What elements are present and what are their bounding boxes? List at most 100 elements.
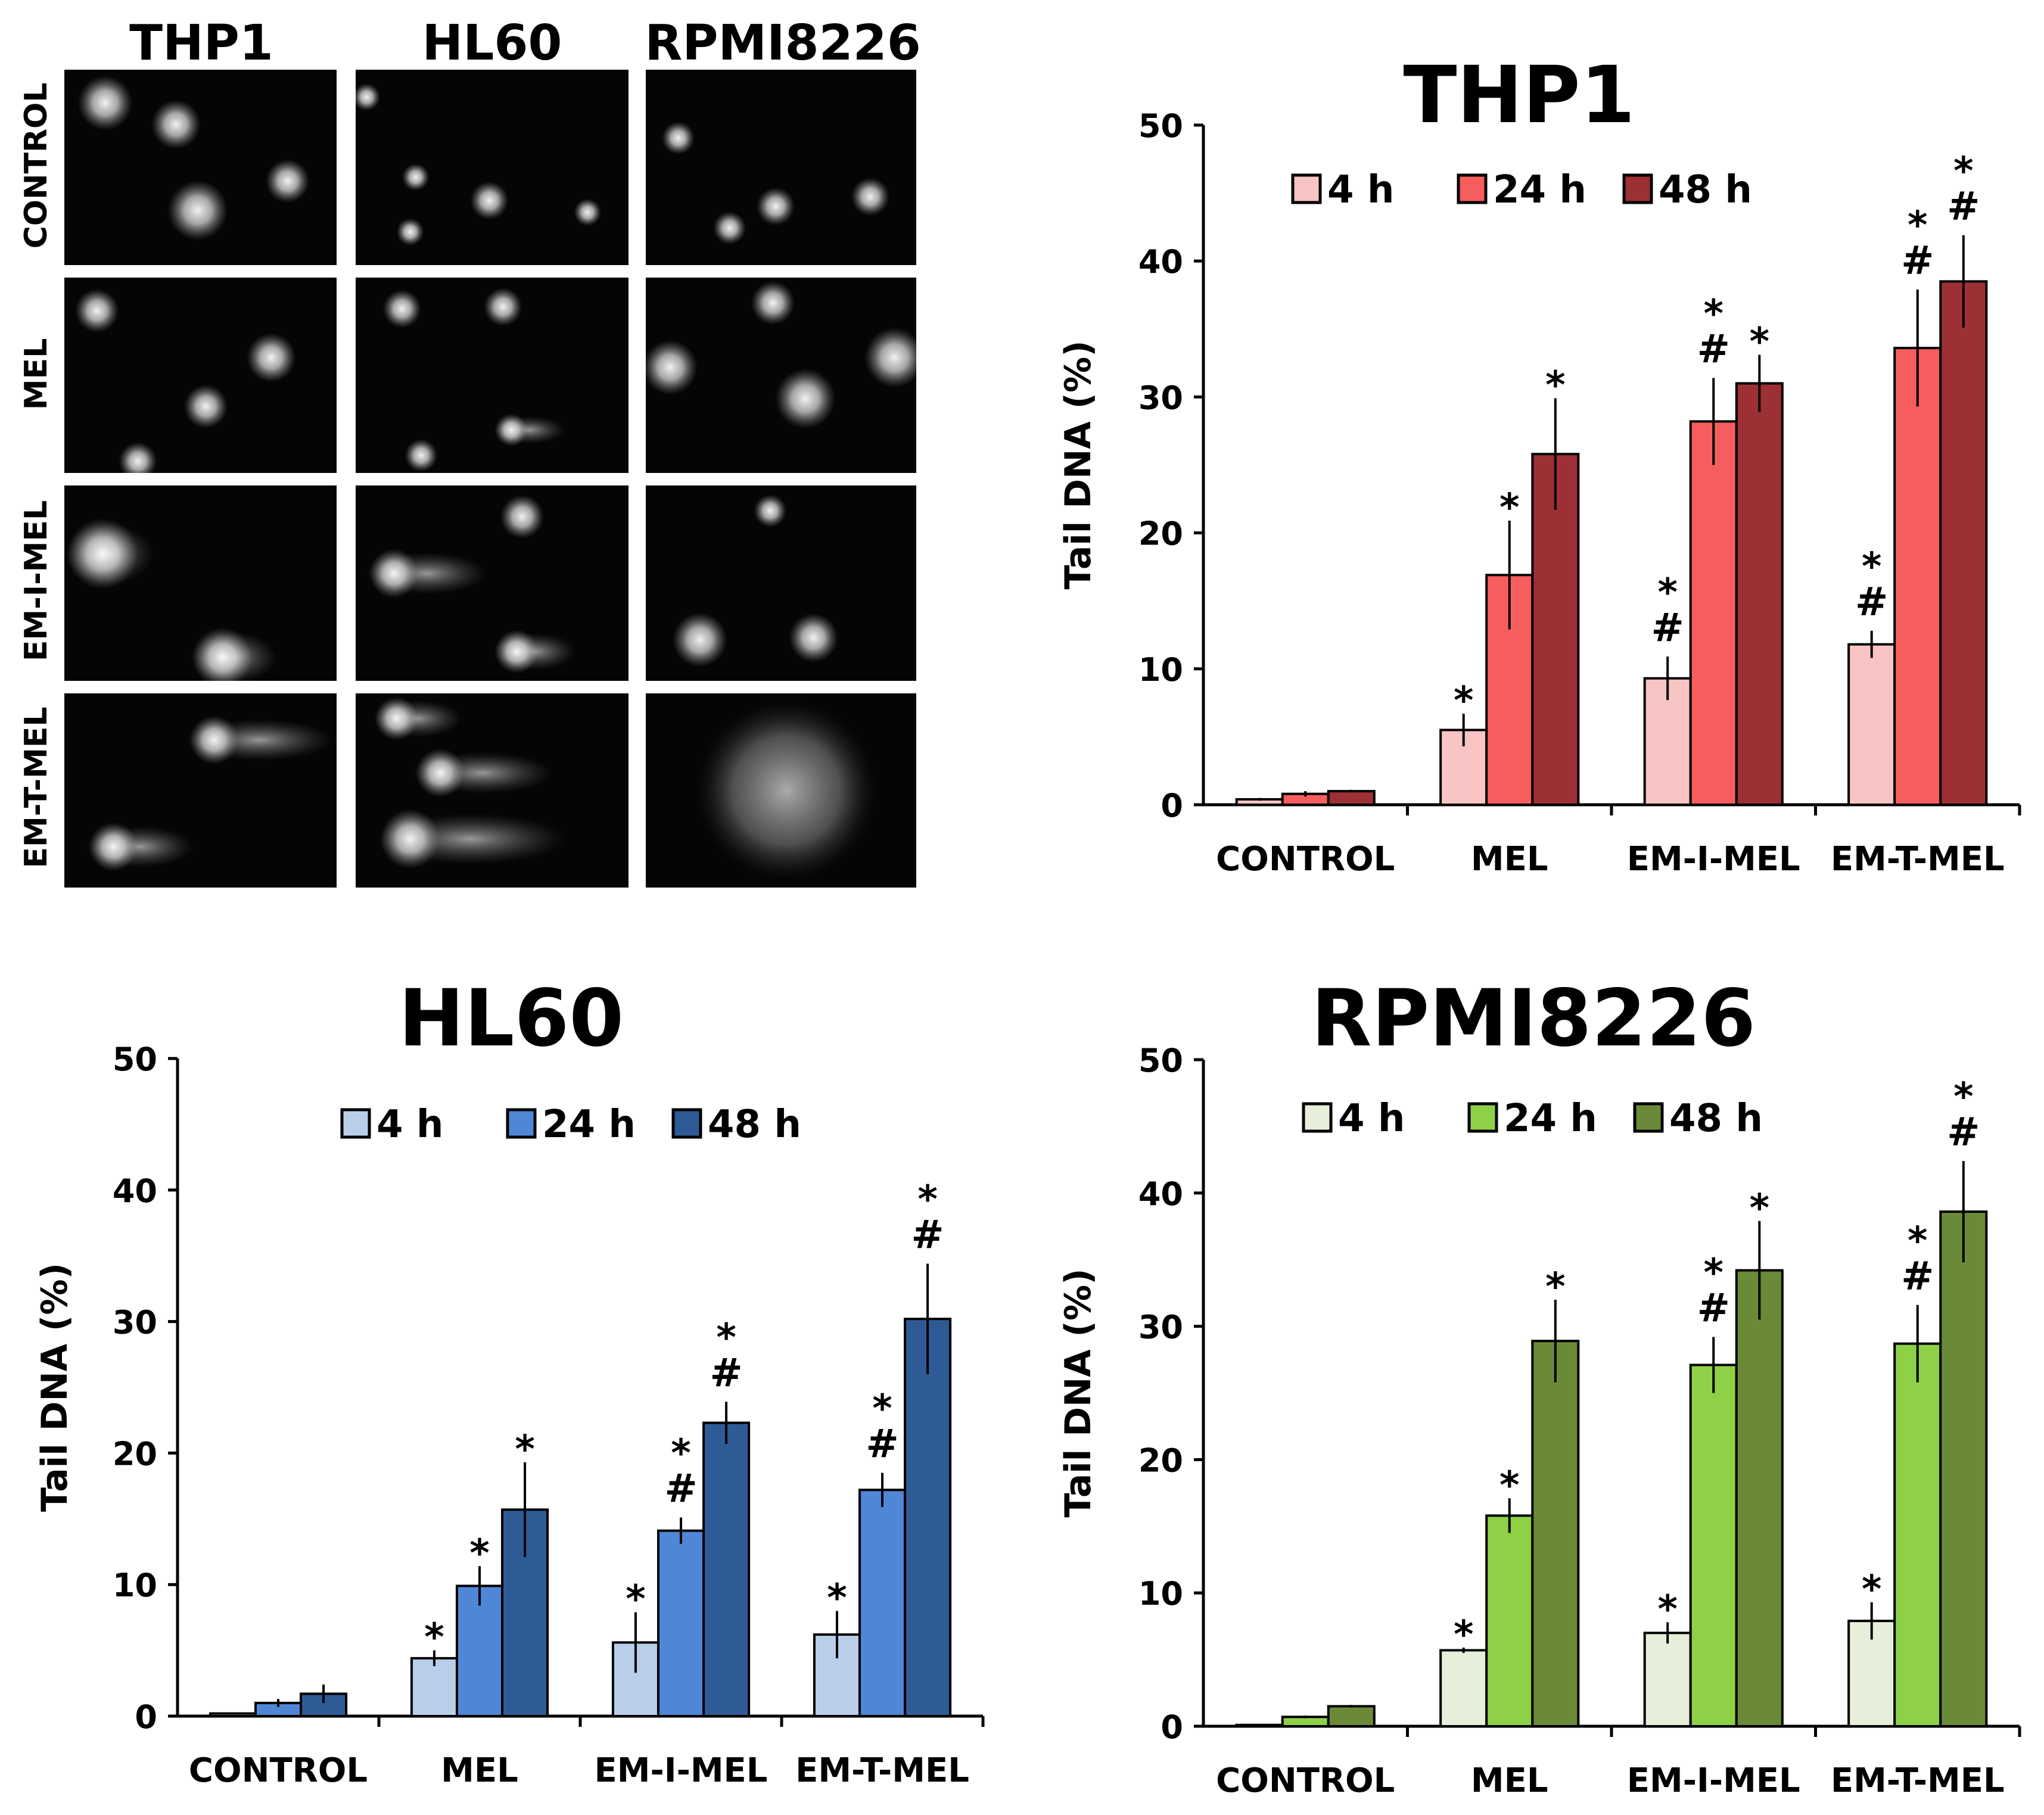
micrograph-row-label: EM-I-MEL (18, 500, 54, 661)
x-tick-label: EM-I-MEL (1627, 1761, 1800, 1800)
x-tick-label: EM-T-MEL (1831, 840, 2005, 879)
comet-micrograph-tile (646, 278, 916, 473)
micrograph-col-label: HL60 (422, 15, 562, 71)
significance-star: * (1704, 1251, 1723, 1296)
significance-star: * (1953, 1075, 1973, 1119)
bar (1847, 643, 1896, 806)
bar (209, 1712, 257, 1717)
y-tick-label: 10 (1138, 651, 1183, 689)
legend-label: 48 h (708, 1103, 801, 1147)
bar (1235, 1723, 1284, 1727)
significance-star: * (671, 1432, 690, 1476)
significance-star: * (1657, 1587, 1677, 1632)
comet-micrograph-tile (356, 693, 629, 888)
comet-nucleus (167, 180, 228, 241)
significance-hash: # (664, 1466, 697, 1512)
legend-swatch (1291, 173, 1322, 204)
significance-hash: # (1947, 1109, 1980, 1155)
comet-nucleus (75, 289, 119, 333)
x-tick-label: MEL (1471, 840, 1548, 879)
comet-nucleus (356, 83, 381, 111)
comet-nucleus (646, 340, 698, 395)
legend-swatch (1622, 173, 1653, 204)
significance-star: * (1953, 150, 1973, 194)
comet-micrograph-tile (64, 693, 337, 888)
bar (1939, 280, 1988, 806)
comet-nucleus (484, 288, 522, 326)
comet-micrograph-tile (646, 485, 916, 681)
y-tick-label: 20 (113, 1435, 157, 1472)
significance-star: * (469, 1531, 489, 1576)
legend-swatch (506, 1108, 537, 1139)
bar (1327, 1705, 1376, 1727)
y-tick-label: 30 (113, 1304, 157, 1341)
y-tick-label: 40 (1138, 1175, 1183, 1213)
comet-nucleus (119, 442, 157, 473)
micrograph-row-label: MEL (18, 338, 54, 410)
comet-nucleus (574, 198, 602, 226)
bar (1689, 420, 1738, 806)
significance-star: * (1704, 292, 1723, 336)
comet-nucleus (756, 187, 795, 226)
comet-nucleus (696, 701, 876, 880)
comet-nucleus (369, 549, 419, 598)
bar (410, 1657, 458, 1717)
comet-micrograph-tile (356, 278, 629, 473)
y-tick-label: 10 (113, 1567, 157, 1604)
significance-star: * (716, 1316, 736, 1360)
y-axis-label: Tail DNA (%) (1057, 340, 1099, 589)
chart-title: THP1 (1403, 49, 1635, 141)
bar (1485, 1514, 1534, 1727)
significance-star: * (1908, 204, 1927, 248)
significance-hash: # (911, 1212, 944, 1257)
x-tick-label: MEL (441, 1751, 518, 1790)
y-tick-label: 0 (135, 1698, 157, 1736)
legend-label: 4 h (1338, 1097, 1405, 1141)
bar (1327, 790, 1376, 807)
comet-nucleus (375, 696, 419, 740)
legend-label: 48 h (1659, 168, 1752, 212)
legend-label: 24 h (542, 1103, 636, 1147)
y-tick-label: 20 (1138, 1442, 1183, 1479)
bar (657, 1529, 705, 1718)
comet-nucleus (77, 75, 133, 130)
bar (1939, 1210, 1988, 1727)
comet-nucleus (89, 822, 138, 871)
significance-hash: # (1901, 1253, 1934, 1299)
significance-star: * (1657, 571, 1677, 615)
bar (1531, 453, 1580, 806)
micrograph-row-label: EM-T-MEL (18, 706, 54, 868)
bar (858, 1489, 907, 1718)
y-tick-label: 50 (113, 1041, 157, 1078)
comet-nucleus (713, 211, 746, 245)
significance-star: * (1499, 1464, 1519, 1508)
significance-star: * (1454, 679, 1473, 723)
legend-label: 4 h (377, 1103, 443, 1147)
comet-nucleus (402, 163, 430, 191)
comet-micrograph-tile (64, 70, 337, 265)
chart-hl60: HL60 Tail DNA (%) 0 10 20 30 40 50 CONTROL MEL EM-… (34, 973, 985, 1790)
micrograph-row-label: CONTROL (18, 83, 54, 249)
chart-thp1: THP1 Tail DNA (%) 0 10 20 30 40 50 CONTROL MEL EM-… (1057, 49, 2021, 879)
significance-star: * (917, 1178, 937, 1222)
comet-nucleus (246, 333, 296, 382)
y-tick-label: 30 (1138, 379, 1183, 416)
significance-star: * (626, 1578, 645, 1622)
significance-hash: # (1855, 579, 1888, 625)
significance-star: * (1545, 364, 1565, 408)
comet-micrograph-tile (64, 485, 337, 681)
significance-star: * (872, 1387, 892, 1431)
y-tick-label: 0 (1161, 1708, 1183, 1746)
comet-nucleus (382, 289, 422, 328)
x-tick-label: MEL (1471, 1761, 1548, 1800)
bar (702, 1421, 751, 1717)
comet-nucleus (851, 178, 889, 216)
comet-micrograph-tile (356, 70, 629, 265)
y-tick-label: 40 (113, 1172, 157, 1210)
x-tick-label: EM-I-MEL (1627, 840, 1800, 879)
micrograph-panel: THP1 HL60 RPMI8226 CONTROL MEL EM-I-MEL … (18, 15, 921, 888)
micrograph-background (356, 70, 629, 265)
comet-nucleus (415, 748, 465, 798)
y-axis-label: Tail DNA (%) (1057, 1268, 1099, 1517)
y-tick-label: 10 (1138, 1575, 1183, 1612)
